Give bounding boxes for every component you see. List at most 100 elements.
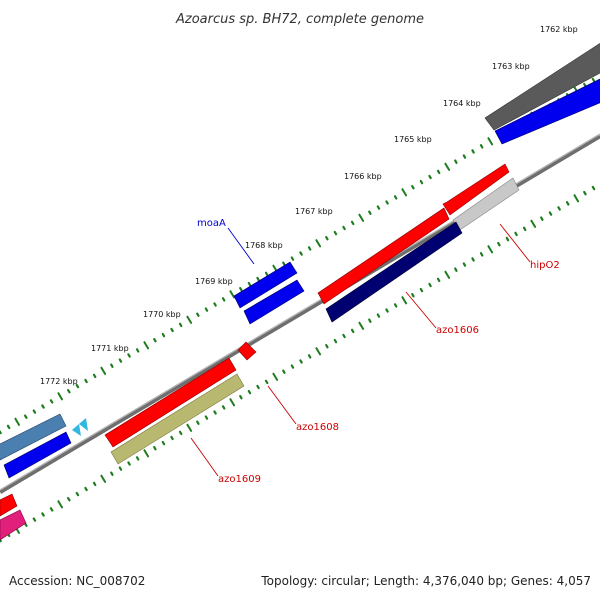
gene-red-azo1608[interactable] bbox=[104, 357, 237, 448]
inner-ruler-minor-tick bbox=[213, 410, 217, 415]
inner-ruler-minor-tick bbox=[161, 440, 166, 446]
inner-ruler-major-tick bbox=[401, 296, 408, 305]
kbp-label-1768: 1768 kbp bbox=[245, 241, 283, 250]
gene-blue-moaa-upper[interactable] bbox=[233, 261, 298, 309]
outer-ruler-minor-tick bbox=[32, 409, 37, 414]
outer-ruler-minor-tick bbox=[196, 312, 200, 317]
inner-ruler-minor-tick bbox=[92, 481, 97, 487]
gene-red-hipo2[interactable] bbox=[442, 163, 510, 216]
inner-ruler-minor-tick bbox=[497, 241, 501, 247]
outer-ruler-major-tick bbox=[229, 290, 236, 299]
inner-ruler-minor-tick bbox=[350, 328, 355, 334]
inner-ruler-major-tick bbox=[57, 500, 63, 509]
inner-ruler-minor-tick bbox=[376, 313, 381, 318]
inner-ruler-minor-tick bbox=[333, 338, 338, 344]
gene-cyan-arrow-2[interactable] bbox=[79, 418, 88, 431]
genome-summary-text: Topology: circular; Length: 4,376,040 bp… bbox=[261, 574, 591, 588]
outer-ruler-minor-tick bbox=[411, 185, 415, 190]
inner-ruler-minor-tick bbox=[411, 293, 415, 298]
inner-ruler-minor-tick bbox=[514, 231, 518, 237]
outer-ruler-major-tick bbox=[487, 137, 494, 146]
outer-ruler-minor-tick bbox=[247, 281, 252, 287]
leader-azo1608 bbox=[267, 385, 297, 425]
inner-ruler-minor-tick bbox=[307, 354, 312, 359]
inner-ruler-minor-tick bbox=[178, 430, 183, 436]
outer-ruler-major-tick bbox=[444, 162, 451, 171]
gene-steel-left[interactable] bbox=[0, 413, 67, 461]
outer-ruler-minor-tick bbox=[239, 287, 243, 292]
gene-blue-moaa-lower[interactable] bbox=[243, 279, 305, 325]
inner-ruler-minor-tick bbox=[118, 466, 123, 471]
gene-olive-azo1609[interactable] bbox=[110, 373, 245, 465]
inner-ruler-major-tick bbox=[143, 449, 150, 458]
inner-ruler-minor-tick bbox=[32, 517, 37, 522]
label-leaders bbox=[190, 223, 531, 477]
gene-pink-left-edge[interactable] bbox=[0, 509, 27, 541]
outer-ruler-minor-tick bbox=[75, 383, 80, 389]
outer-ruler-minor-tick bbox=[419, 179, 424, 185]
gene-blue-left[interactable] bbox=[3, 431, 72, 479]
outer-ruler-minor-tick bbox=[110, 363, 114, 368]
gene-label-azo1609[interactable]: azo1609 bbox=[218, 474, 261, 485]
outer-ruler-minor-tick bbox=[307, 246, 312, 251]
accession-text: Accession: NC_008702 bbox=[9, 574, 146, 588]
gene-blue-upper-right[interactable] bbox=[494, 78, 600, 145]
outer-ruler-minor-tick bbox=[385, 200, 389, 205]
gene-label-hipo2[interactable]: hipO2 bbox=[530, 260, 560, 271]
outer-ruler-minor-tick bbox=[256, 276, 260, 282]
inner-ruler-minor-tick bbox=[385, 308, 389, 313]
outer-ruler-minor-tick bbox=[325, 236, 329, 241]
outer-ruler-major-tick bbox=[100, 366, 107, 375]
outer-ruler-minor-tick bbox=[428, 174, 432, 180]
kbp-label-1762: 1762 kbp bbox=[540, 25, 578, 34]
inner-ruler-minor-tick bbox=[557, 206, 561, 211]
map-title: Azoarcus sp. BH72, complete genome bbox=[175, 12, 424, 27]
gene-label-moaa[interactable]: moaA bbox=[197, 218, 226, 229]
gene-red-azo1608-small[interactable] bbox=[237, 341, 257, 361]
inner-ruler-minor-tick bbox=[505, 236, 510, 242]
inner-ruler-minor-tick bbox=[471, 257, 475, 262]
outer-ruler-minor-tick bbox=[204, 307, 209, 312]
gene-label-azo1608[interactable]: azo1608 bbox=[296, 422, 339, 433]
gene-red-left-edge[interactable] bbox=[0, 493, 18, 517]
inner-ruler-minor-tick bbox=[419, 287, 424, 293]
gene-label-azo1606[interactable]: azo1606 bbox=[436, 325, 479, 336]
kbp-label-1772: 1772 kbp bbox=[40, 377, 78, 386]
inner-ruler-minor-tick bbox=[75, 491, 80, 497]
gene-navy-azo1606[interactable] bbox=[325, 221, 463, 323]
outer-ruler-minor-tick bbox=[376, 205, 381, 210]
inner-ruler-minor-tick bbox=[110, 471, 114, 476]
inner-ruler-minor-tick bbox=[49, 507, 54, 512]
outer-ruler-minor-tick bbox=[213, 302, 217, 307]
inner-ruler-major-tick bbox=[272, 372, 279, 381]
inner-ruler-minor-tick bbox=[127, 461, 131, 466]
leader-hipo2 bbox=[499, 223, 531, 263]
inner-ruler-minor-tick bbox=[583, 190, 587, 196]
outer-ruler-minor-tick bbox=[161, 332, 166, 338]
outer-ruler-minor-tick bbox=[49, 399, 54, 404]
outer-ruler-minor-tick bbox=[264, 271, 269, 277]
outer-ruler-minor-tick bbox=[462, 154, 467, 159]
gene-labels: moaA hipO2 azo1606 azo1608 azo1609 bbox=[197, 218, 560, 485]
outer-ruler-minor-tick bbox=[479, 144, 484, 149]
inner-ruler-minor-tick bbox=[41, 512, 45, 517]
outer-ruler-minor-tick bbox=[0, 430, 2, 435]
inner-ruler-minor-tick bbox=[462, 262, 467, 267]
kbp-label-1763: 1763 kbp bbox=[492, 62, 530, 71]
outer-ruler-minor-tick bbox=[221, 297, 226, 302]
leader-azo1606 bbox=[405, 291, 437, 329]
outer-ruler-minor-tick bbox=[471, 149, 475, 154]
inner-ruler-minor-tick bbox=[221, 405, 226, 410]
genes bbox=[0, 42, 600, 541]
outer-ruler-minor-tick bbox=[92, 373, 97, 379]
gene-gray-upper[interactable] bbox=[484, 42, 600, 131]
leader-moaa bbox=[227, 227, 255, 265]
inner-ruler-minor-tick bbox=[66, 497, 71, 502]
outer-ruler-minor-tick bbox=[591, 77, 596, 83]
outer-ruler-major-tick bbox=[401, 188, 408, 197]
gene-red-azo1606[interactable] bbox=[317, 207, 450, 305]
gene-cyan-arrow-1[interactable] bbox=[72, 424, 81, 436]
inner-ruler-minor-tick bbox=[264, 379, 269, 385]
inner-ruler-major-tick bbox=[530, 219, 537, 228]
outer-ruler-minor-tick bbox=[436, 169, 441, 175]
